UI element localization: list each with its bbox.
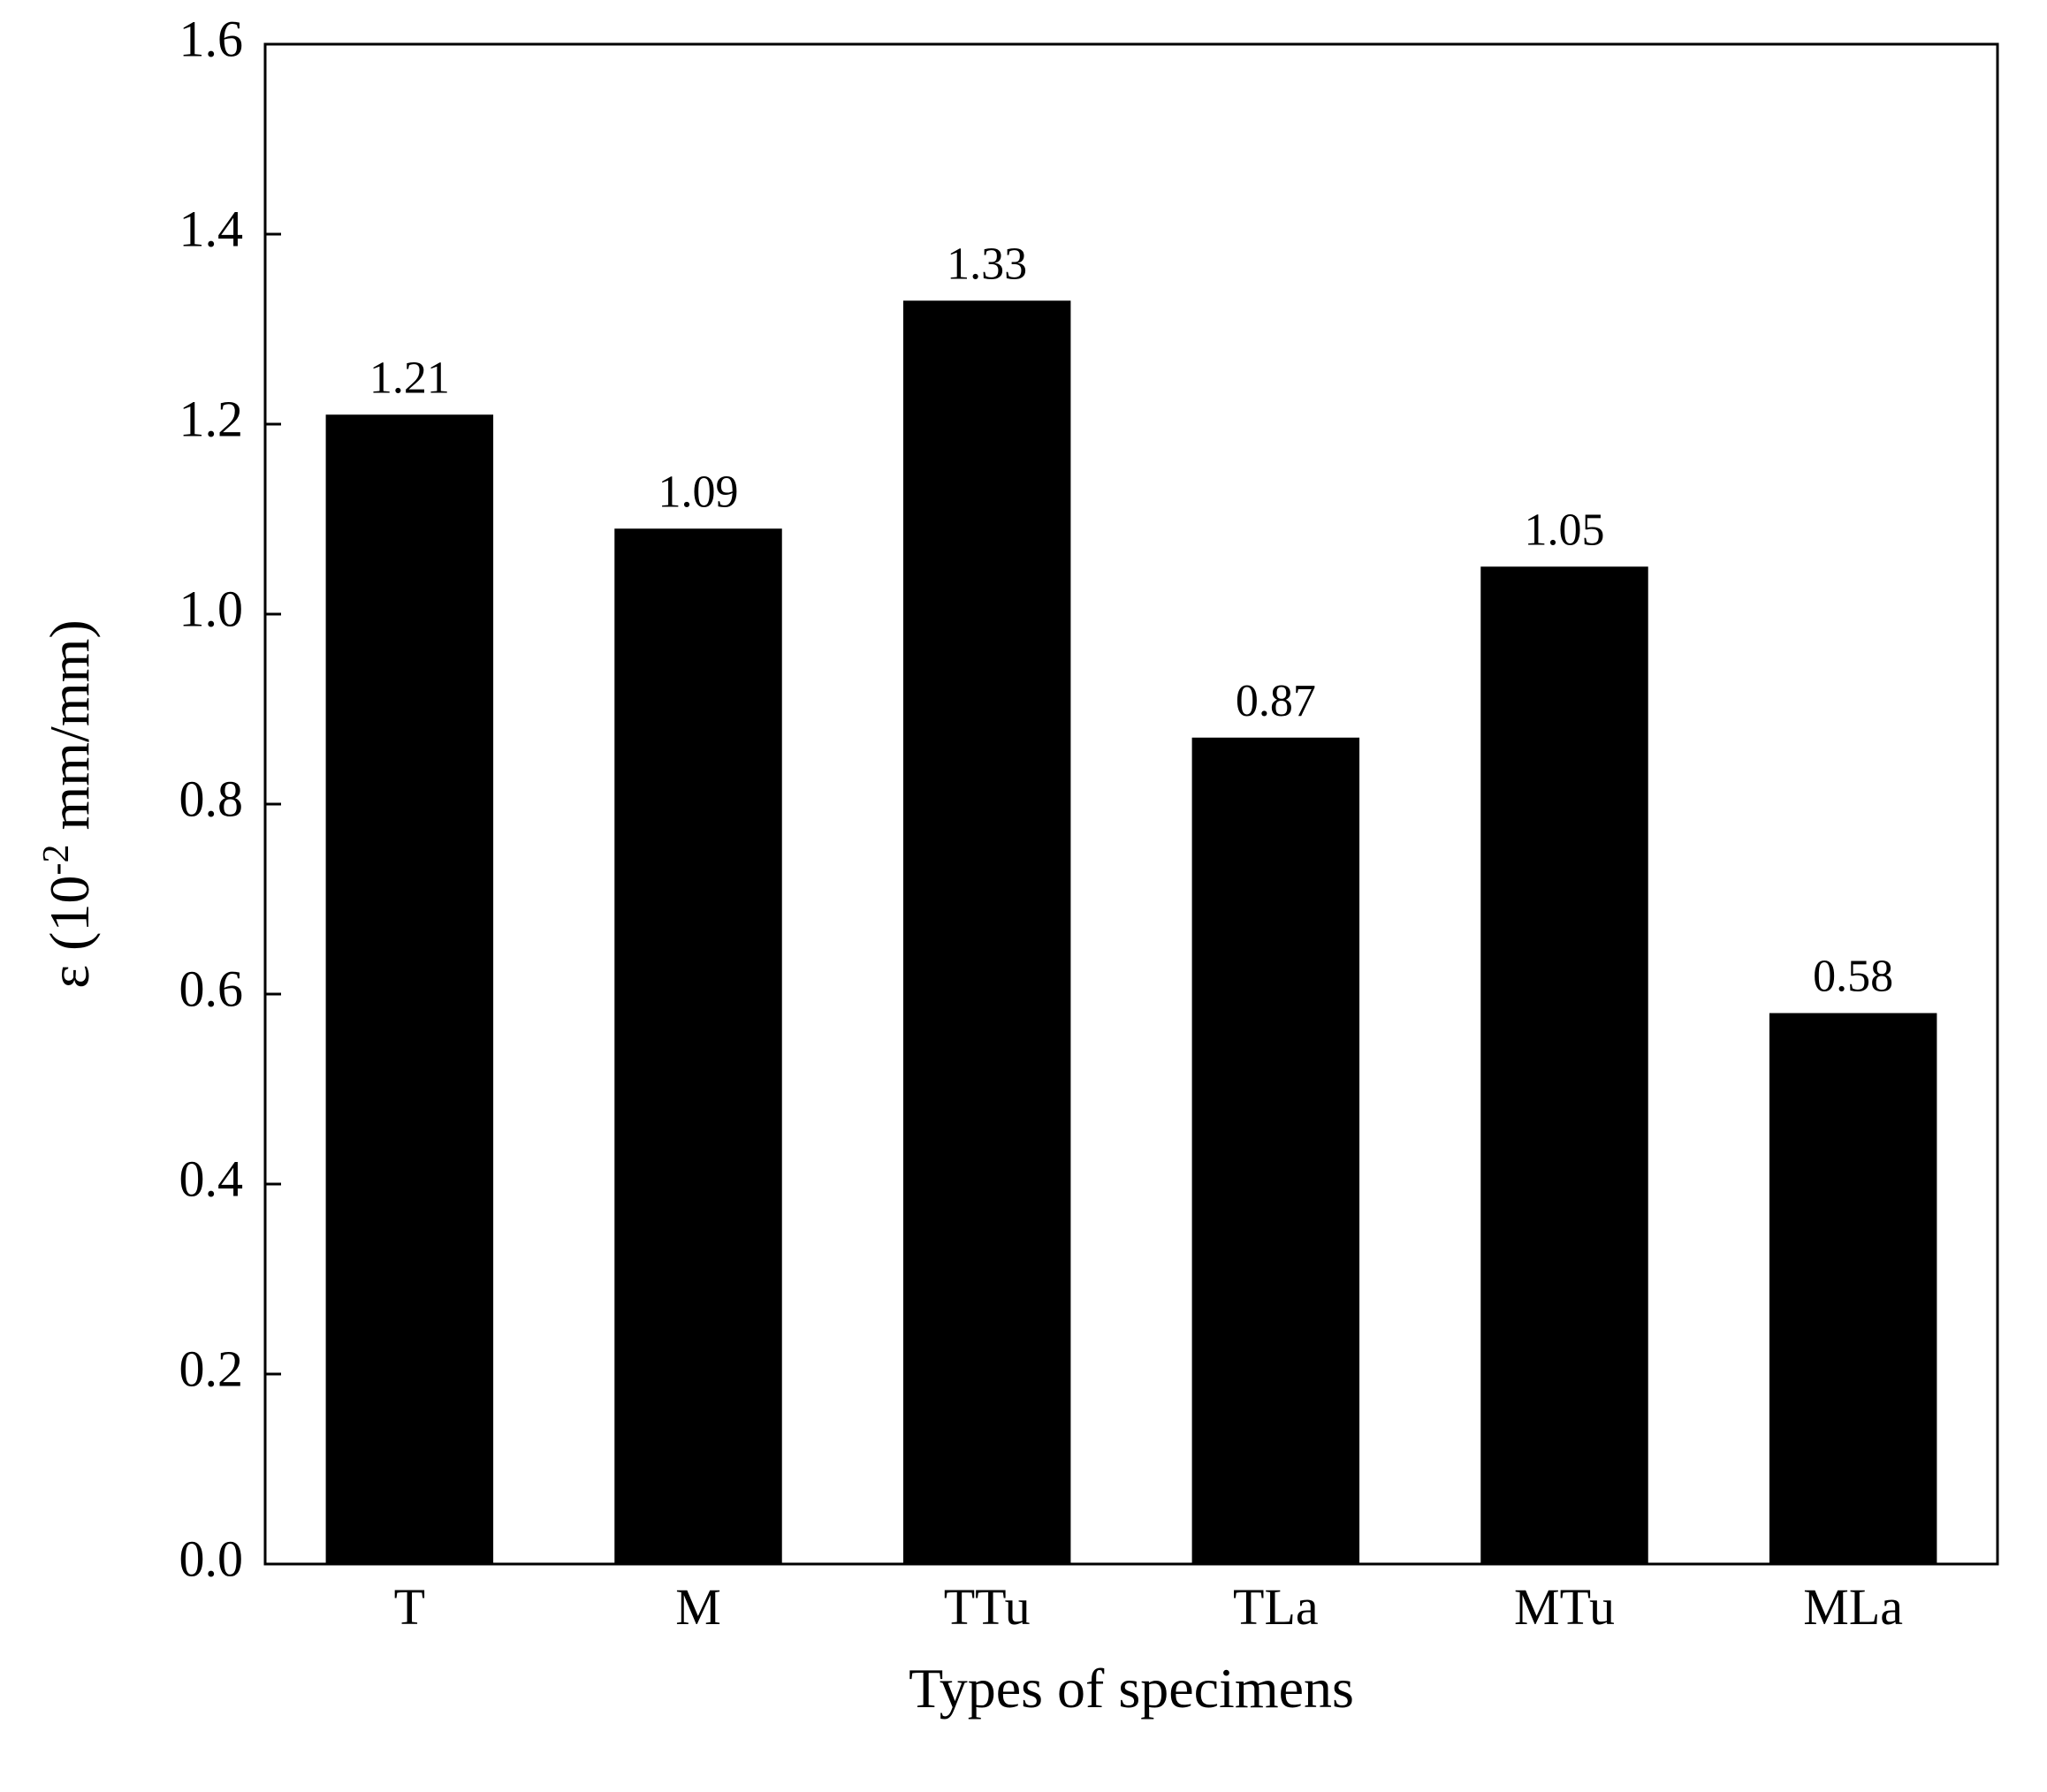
bar (903, 300, 1070, 1564)
y-tick-label: 0.4 (179, 1150, 244, 1207)
x-tick-label: MTu (1514, 1578, 1615, 1636)
y-tick-label: 0.8 (179, 770, 244, 827)
y-axis-label: ε (10-2 mm/mm) (36, 619, 101, 988)
bar (614, 528, 781, 1564)
bar (1192, 738, 1359, 1564)
bar-value-label: 1.21 (369, 353, 450, 403)
chart-svg: 0.0 0.2 0.4 0.6 0.8 1.0 1.2 1.4 1.6 T M TTu TLa MTu ML… (0, 0, 2047, 1792)
bar-chart: 0.0 0.2 0.4 0.6 0.8 1.0 1.2 1.4 1.6 T M TTu TLa MTu ML… (0, 0, 2047, 1792)
x-tick-label: MLa (1803, 1578, 1903, 1636)
bar (326, 414, 493, 1564)
x-tick-label: T (394, 1578, 425, 1636)
y-tick-label: 1.4 (179, 200, 244, 257)
bar-value-label: 1.33 (947, 239, 1027, 289)
y-tick-label: 1.6 (179, 10, 244, 67)
y-tick-label: 1.2 (179, 390, 244, 447)
bar-value-label: 0.87 (1236, 676, 1316, 726)
y-tick-label: 0.2 (179, 1340, 244, 1397)
x-tick-label: TTu (944, 1578, 1031, 1636)
y-tick-label: 0.0 (179, 1530, 244, 1587)
y-tick-label: 0.6 (179, 960, 244, 1017)
bar (1769, 1014, 1937, 1565)
x-tick-label: TLa (1233, 1578, 1319, 1636)
bar (1480, 566, 1647, 1564)
bar-value-label: 1.09 (658, 467, 739, 517)
bar-value-label: 1.05 (1525, 505, 1605, 555)
bar-value-label: 0.58 (1813, 952, 1893, 1002)
x-axis-label: Types of specimens (909, 1657, 1354, 1720)
y-tick-label: 1.0 (179, 580, 244, 637)
x-tick-label: M (675, 1578, 721, 1636)
